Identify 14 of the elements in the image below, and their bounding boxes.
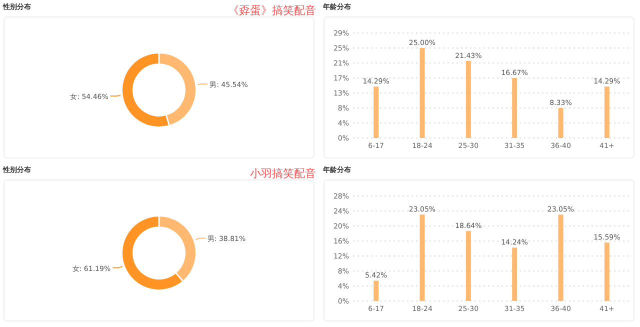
bar [558,108,564,138]
bar [604,86,610,138]
bar [420,48,425,138]
bar [512,78,518,138]
bar [374,280,379,301]
text: 小羽搞笑配音 [250,167,316,180]
bar [374,86,379,138]
bar [604,242,610,301]
bar [466,60,471,138]
bar [466,231,471,301]
bar [420,214,425,301]
text: 《孬蛋》搞笑配音 [228,4,316,17]
bar [558,214,564,301]
bar [512,248,518,301]
